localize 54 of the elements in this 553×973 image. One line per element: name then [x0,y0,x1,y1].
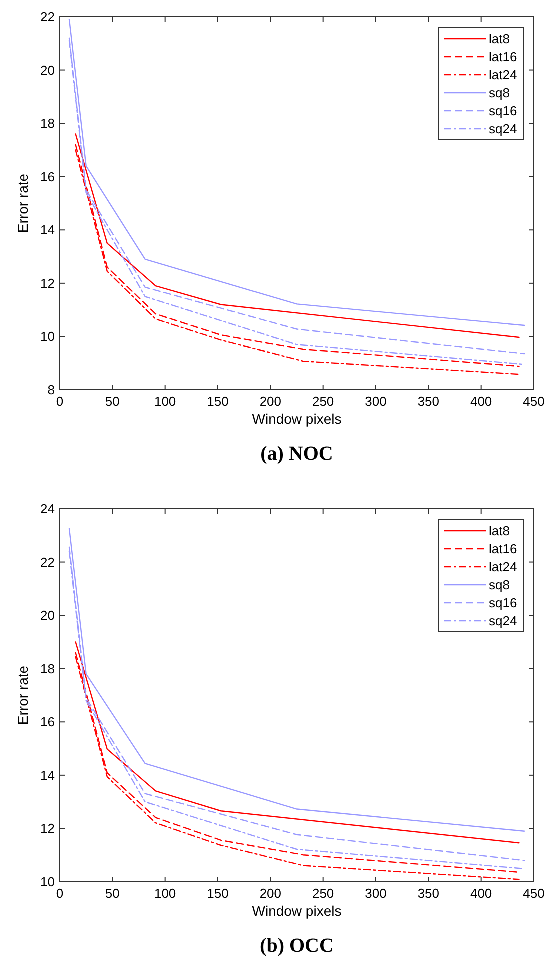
x-tick-label: 0 [56,394,64,409]
y-tick-label: 22 [40,554,55,570]
x-tick-label: 150 [207,394,229,409]
legend-label: lat24 [489,68,518,82]
x-tick-label: 450 [523,886,545,901]
y-tick-label: 16 [40,714,55,730]
y-axis-title: Error rate [15,666,31,726]
legend-label: lat24 [489,560,518,574]
x-tick-label: 350 [418,394,440,409]
legend-label: sq24 [489,614,518,628]
y-tick-label: 14 [40,222,55,238]
y-axis-title: Error rate [15,174,31,234]
legend-label: sq24 [489,122,518,136]
x-axis-title: Window pixels [252,903,342,919]
legend-label: sq16 [489,596,518,610]
text: (a) NOC [260,443,334,465]
x-tick-label: 300 [365,394,387,409]
y-tick-label: 20 [40,62,55,78]
y-tick-label: 8 [48,382,55,398]
x-tick-label: 400 [470,886,492,901]
y-tick-label: 16 [40,169,55,184]
x-tick-label: 450 [523,394,545,409]
legend-label: sq8 [489,578,510,592]
x-tick-label: 400 [470,394,492,409]
y-tick-label: 10 [40,329,55,344]
legend-label: lat16 [489,542,518,556]
x-tick-label: 200 [260,886,282,901]
legend-label: sq8 [489,86,510,100]
x-tick-label: 0 [56,886,64,901]
x-tick-label: 150 [207,886,229,901]
x-tick-label: 350 [418,886,440,901]
legend-label: sq16 [489,104,518,118]
y-tick-label: 12 [40,276,55,291]
y-tick-label: 22 [40,10,55,24]
legend-label: lat16 [489,50,518,64]
y-tick-label: 18 [40,661,55,676]
y-tick-label: 12 [40,821,55,836]
x-axis-title: Window pixels [252,411,342,427]
x-tick-label: 50 [105,394,120,409]
y-tick-label: 14 [40,768,55,783]
legend-label: lat8 [489,524,510,538]
x-tick-label: 50 [105,886,120,901]
x-tick-label: 100 [154,394,176,409]
x-tick-label: 100 [154,886,176,901]
text: (b) OCC [260,935,334,957]
x-tick-label: 250 [312,394,334,409]
legend-label: lat8 [489,32,510,46]
y-tick-label: 18 [40,116,55,132]
y-tick-label: 20 [40,608,55,624]
x-tick-label: 300 [365,886,387,901]
x-tick-label: 250 [312,886,334,901]
y-tick-label: 24 [40,502,55,516]
x-tick-label: 200 [260,394,282,409]
y-tick-label: 10 [40,874,55,890]
